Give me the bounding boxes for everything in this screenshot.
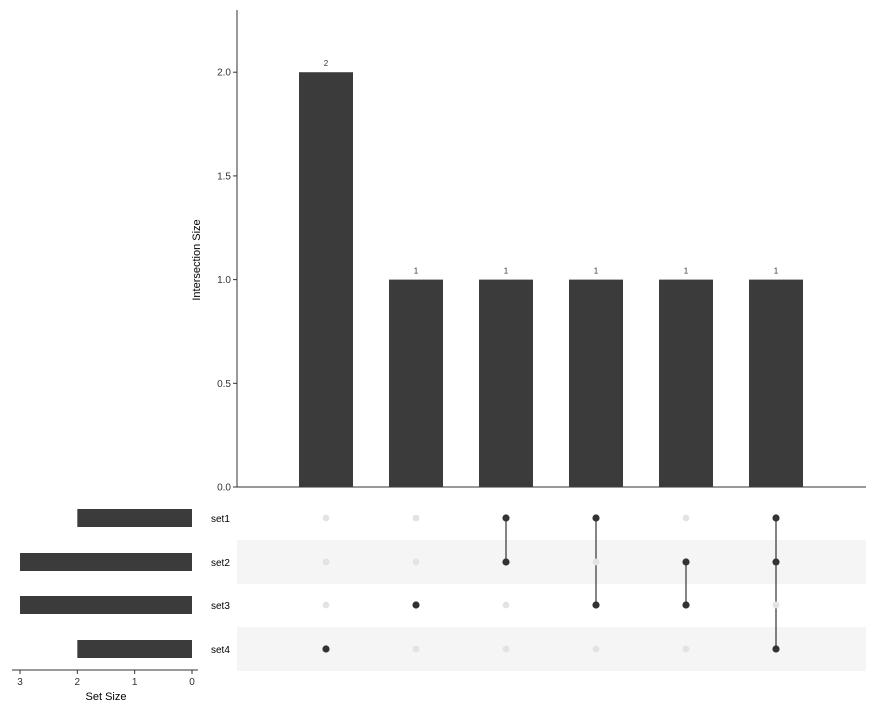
intersection-bar-label: 1 [594,267,599,276]
intersection-bar-label: 1 [774,267,779,276]
matrix-dot-active [322,645,330,653]
set-size-axis: 3 2 1 0 [12,669,198,688]
matrix-dot-inactive [502,645,510,653]
matrix-stripe-set4 [237,627,866,671]
intersection-bar-label: 1 [414,267,419,276]
intersection-bar [479,279,533,487]
intersection-bars [299,72,803,487]
matrix-dot-active [772,645,780,653]
matrix-dot-inactive [412,558,420,566]
matrix-dot-inactive [682,645,690,653]
matrix-dot-inactive [502,601,510,609]
set-size-bar [77,640,192,658]
intersection-size-axis-title: Intersection Size [191,219,203,300]
y-tick-label: 1.0 [217,275,231,286]
matrix-dot-inactive [412,645,420,653]
intersection-bar-label: 1 [684,267,689,276]
intersection-bar [749,279,803,487]
set-label: set3 [211,601,230,612]
intersection-bar [389,279,443,487]
matrix-dot-inactive [412,514,420,522]
matrix-dot-inactive [322,514,330,522]
matrix-stripe-set2 [237,540,866,584]
matrix-dot-active [772,558,780,566]
set-label: set1 [211,514,230,525]
intersection-bar [299,72,353,487]
matrix-dot-active [502,514,510,522]
matrix-dot-active [682,601,690,609]
set-label: set2 [211,558,230,569]
set-size-tick-label: 1 [132,677,138,688]
set-size-bar [77,509,192,527]
y-tick-label: 2.0 [217,68,231,79]
matrix-dot-active [682,558,690,566]
intersection-bar [659,279,713,487]
intersection-bar-labels: 2 1 1 1 1 1 [324,59,779,275]
intersection-bar-label: 1 [504,267,509,276]
y-tick-label: 0.5 [217,379,231,390]
set-size-tick-label: 3 [17,677,23,688]
matrix-dot-inactive [592,558,600,566]
matrix-dot-inactive [682,514,690,522]
set-size-axis-title: Set Size [86,691,127,703]
matrix-dot-active [412,601,420,609]
matrix-dot-inactive [322,558,330,566]
matrix-dot-active [592,601,600,609]
set-size-bar [20,553,192,571]
matrix-dot-inactive [772,601,780,609]
intersection-matrix [322,514,780,653]
set-label: set4 [211,645,230,656]
intersection-bar [569,279,623,487]
set-size-bars [20,509,192,658]
y-tick-label: 1.5 [217,171,231,182]
set-size-tick-label: 2 [75,677,81,688]
matrix-dot-inactive [322,601,330,609]
y-tick-label: 0.0 [217,483,231,494]
set-size-tick-label: 0 [189,677,195,688]
matrix-dot-active [502,558,510,566]
intersection-bar-label: 2 [324,59,329,68]
matrix-dot-active [772,514,780,522]
set-labels: set1 set2 set3 set4 [211,514,230,656]
matrix-row-stripes [237,540,866,671]
matrix-dot-inactive [592,645,600,653]
set-size-bar [20,596,192,614]
matrix-dot-active [592,514,600,522]
